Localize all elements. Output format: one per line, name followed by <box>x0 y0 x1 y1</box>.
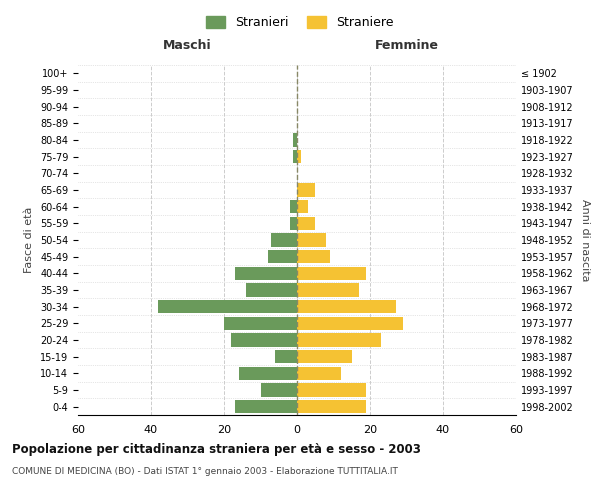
Bar <box>297 184 315 196</box>
Bar <box>297 234 326 246</box>
Text: Maschi: Maschi <box>163 38 212 52</box>
Bar <box>293 150 297 164</box>
Bar <box>158 300 297 314</box>
Bar <box>297 266 367 280</box>
Bar <box>297 350 352 364</box>
Bar <box>297 400 367 413</box>
Bar <box>239 366 297 380</box>
Bar <box>260 384 297 396</box>
Bar <box>224 316 297 330</box>
Bar <box>297 200 308 213</box>
Bar <box>297 250 330 264</box>
Bar <box>235 400 297 413</box>
Text: Femmine: Femmine <box>374 38 439 52</box>
Bar <box>246 284 297 296</box>
Bar <box>268 250 297 264</box>
Bar <box>293 134 297 146</box>
Bar <box>297 384 367 396</box>
Bar <box>290 216 297 230</box>
Y-axis label: Anni di nascita: Anni di nascita <box>580 198 590 281</box>
Bar <box>297 300 395 314</box>
Bar <box>275 350 297 364</box>
Y-axis label: Fasce di età: Fasce di età <box>25 207 34 273</box>
Bar <box>297 150 301 164</box>
Text: Popolazione per cittadinanza straniera per età e sesso - 2003: Popolazione per cittadinanza straniera p… <box>12 442 421 456</box>
Bar <box>297 216 315 230</box>
Legend: Stranieri, Straniere: Stranieri, Straniere <box>202 11 398 34</box>
Bar <box>297 284 359 296</box>
Bar <box>235 266 297 280</box>
Bar <box>297 366 341 380</box>
Text: COMUNE DI MEDICINA (BO) - Dati ISTAT 1° gennaio 2003 - Elaborazione TUTTITALIA.I: COMUNE DI MEDICINA (BO) - Dati ISTAT 1° … <box>12 468 398 476</box>
Bar <box>232 334 297 346</box>
Bar <box>297 316 403 330</box>
Bar <box>271 234 297 246</box>
Bar <box>297 334 381 346</box>
Bar <box>290 200 297 213</box>
